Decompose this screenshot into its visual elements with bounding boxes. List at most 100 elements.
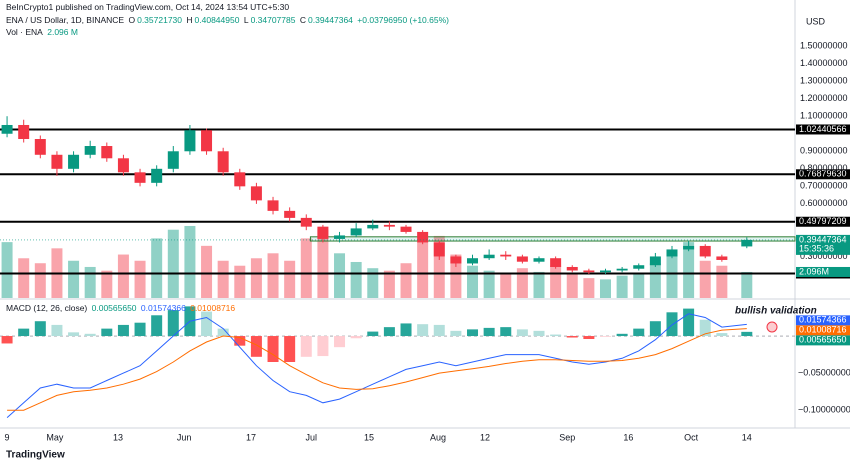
macd-histogram-bar (34, 321, 46, 337)
macd-histogram-bar (583, 336, 595, 340)
candle-body (741, 239, 753, 247)
candle-body (317, 226, 329, 239)
symbol: ENA / US Dollar, 1D, BINANCE (6, 15, 125, 25)
macd-tag-box (796, 315, 850, 326)
volume-bar (284, 260, 296, 298)
macd-histogram-bar (433, 324, 445, 337)
x-tick-label: Jul (306, 432, 318, 442)
volume-bar (550, 265, 562, 298)
volume-bar (317, 229, 329, 298)
macd-histogram-bar (516, 329, 528, 337)
volume-bar (151, 238, 163, 298)
y-tick-label: 1.10000000 (800, 111, 848, 121)
volume-bar (250, 258, 262, 298)
candle-body (68, 154, 80, 169)
candle-body (51, 154, 63, 169)
published: BeInCrypto1 published on TradingView.com… (6, 2, 290, 12)
candle-body (633, 265, 645, 269)
volume-legend: Vol · ENA 2.096 M (6, 27, 80, 37)
candle-body (18, 124, 30, 140)
x-tick-label: 14 (742, 432, 752, 442)
macd-histogram-bar (84, 333, 96, 337)
macd-histogram-bar (151, 315, 163, 337)
volume-bar (633, 273, 645, 298)
candle-body (300, 217, 312, 227)
y-tick-label: 0.80000000 (800, 163, 848, 173)
volume-bar (666, 255, 678, 298)
volume-bar (234, 265, 246, 298)
x-tick-label: May (46, 432, 64, 442)
candle-body (467, 258, 479, 264)
volume-bar (334, 253, 346, 298)
candle-body (334, 235, 346, 239)
ohlc-label: C (299, 15, 306, 25)
volume-bar (583, 278, 595, 298)
candle-body (367, 224, 379, 229)
volume-bar (450, 254, 462, 298)
level-tag: 0.49797209 (799, 216, 847, 226)
macd-histogram-bar (566, 336, 578, 338)
macd-histogram-bar (117, 324, 129, 337)
candle-body (566, 266, 578, 271)
candle-body (599, 270, 611, 273)
macd-signal-value: 0.01008716 (190, 303, 236, 313)
macd-histogram-bar (500, 327, 512, 337)
ohlc-label: L (243, 15, 249, 25)
macd-histogram-bar (350, 336, 362, 339)
macd-histogram-bar (741, 331, 753, 337)
macd-tick-label: −0.05000000 (798, 367, 850, 377)
macd-histogram-bar (317, 336, 329, 357)
ohlc-value: 0.39447364 (308, 15, 353, 25)
candle-body (533, 258, 545, 262)
level-tag-box (796, 216, 850, 227)
level-tag: 0.76879630 (799, 169, 847, 179)
x-tick-label: Oct (684, 432, 699, 442)
signal-tag: 0.01008716 (799, 325, 847, 335)
macd-histogram-bar (167, 310, 179, 337)
level-tag-box (796, 169, 850, 180)
candle-body (649, 256, 661, 266)
y-tick-label: 0.70000000 (800, 181, 848, 191)
candle-body (516, 256, 528, 262)
macd-histogram-bar (201, 311, 213, 337)
y-tick-label: 0.60000000 (800, 198, 848, 208)
macd-histogram-bar (417, 324, 429, 337)
macd-tick-label: −0.10000000 (798, 405, 850, 415)
macd-histogram-bar (649, 321, 661, 337)
candle-body (417, 231, 429, 243)
macd-histogram-bar (683, 308, 695, 337)
volume-bar (566, 273, 578, 298)
price-tag-box (796, 234, 850, 255)
volume-bar (500, 273, 512, 298)
volume-bar (699, 260, 711, 298)
x-tick-label: 15 (364, 432, 374, 442)
volume-bar (18, 258, 30, 298)
volume-bar (516, 268, 528, 298)
candle-body (483, 254, 495, 259)
macd-histogram-bar (400, 323, 412, 337)
x-tick-label: 13 (113, 432, 123, 442)
volume-bar (599, 279, 611, 298)
macd-title: MACD (12, 26, close) (6, 303, 88, 313)
macd-line (6, 313, 747, 418)
candle-body (716, 256, 728, 260)
macd-histogram-bar (599, 336, 611, 337)
ohlc-value: 0.40844950 (194, 15, 240, 25)
candle-body (84, 146, 96, 155)
macd-legend: MACD (12, 26, close) 0.00565650 0.015743… (6, 303, 237, 313)
candle-body (234, 172, 246, 187)
macd-histogram-bar (334, 336, 346, 348)
macd-histogram-bar (234, 336, 246, 346)
macd-histogram-bar (616, 333, 628, 337)
level-tag-box (796, 124, 850, 135)
macd-histogram-bar (250, 336, 262, 357)
macd-histogram-bar (267, 336, 279, 362)
volume-bar (217, 260, 229, 298)
volume-bar (741, 271, 753, 298)
candle-body (284, 210, 296, 218)
macd-histogram-bar (699, 319, 711, 337)
signal-tag-box (796, 325, 850, 336)
annotation-marker (766, 321, 778, 333)
